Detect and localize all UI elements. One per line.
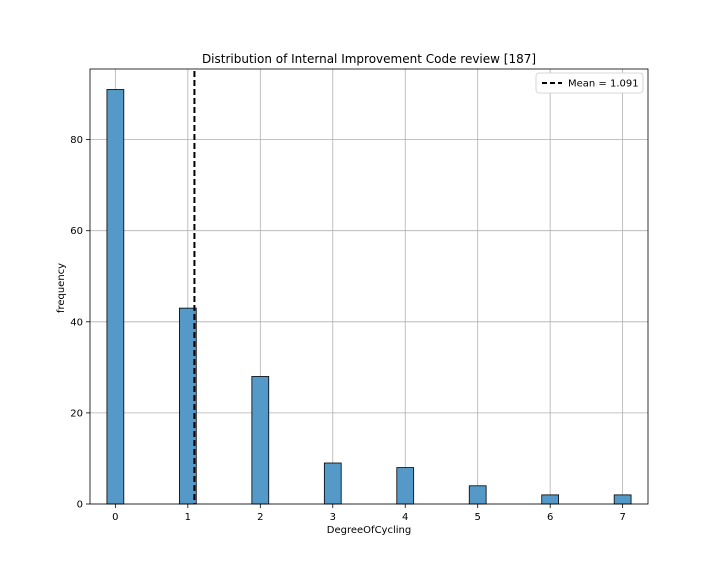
bar <box>542 495 559 504</box>
y-tick-label: 80 <box>70 135 83 146</box>
chart-title: Distribution of Internal Improvement Cod… <box>202 52 536 66</box>
plot-frame <box>90 69 648 504</box>
x-tick-label: 4 <box>402 512 408 523</box>
y-tick-label: 40 <box>70 317 83 328</box>
x-tick-label: 3 <box>330 512 336 523</box>
y-axis-ticks: 0 20 40 60 80 <box>70 135 90 510</box>
x-tick-label: 5 <box>475 512 481 523</box>
bar <box>324 463 341 504</box>
x-axis-label: DegreeOfCycling <box>327 525 411 536</box>
bar <box>252 376 269 504</box>
x-tick-label: 6 <box>547 512 553 523</box>
bars <box>107 89 631 504</box>
y-axis-label: frequency <box>56 263 67 313</box>
bar <box>107 89 124 504</box>
x-tick-label: 1 <box>185 512 191 523</box>
legend: Mean = 1.091 <box>536 73 643 93</box>
legend-label: Mean = 1.091 <box>568 79 639 90</box>
x-axis-ticks: 0 1 2 3 4 5 6 7 <box>112 504 626 523</box>
x-tick-label: 7 <box>619 512 625 523</box>
x-tick-label: 0 <box>112 512 118 523</box>
y-tick-label: 0 <box>77 500 83 511</box>
y-tick-label: 60 <box>70 226 83 237</box>
x-tick-label: 2 <box>257 512 263 523</box>
bar <box>397 468 414 504</box>
grid <box>90 69 648 504</box>
y-tick-label: 20 <box>70 408 83 419</box>
bar <box>614 495 631 504</box>
bar <box>469 486 486 504</box>
